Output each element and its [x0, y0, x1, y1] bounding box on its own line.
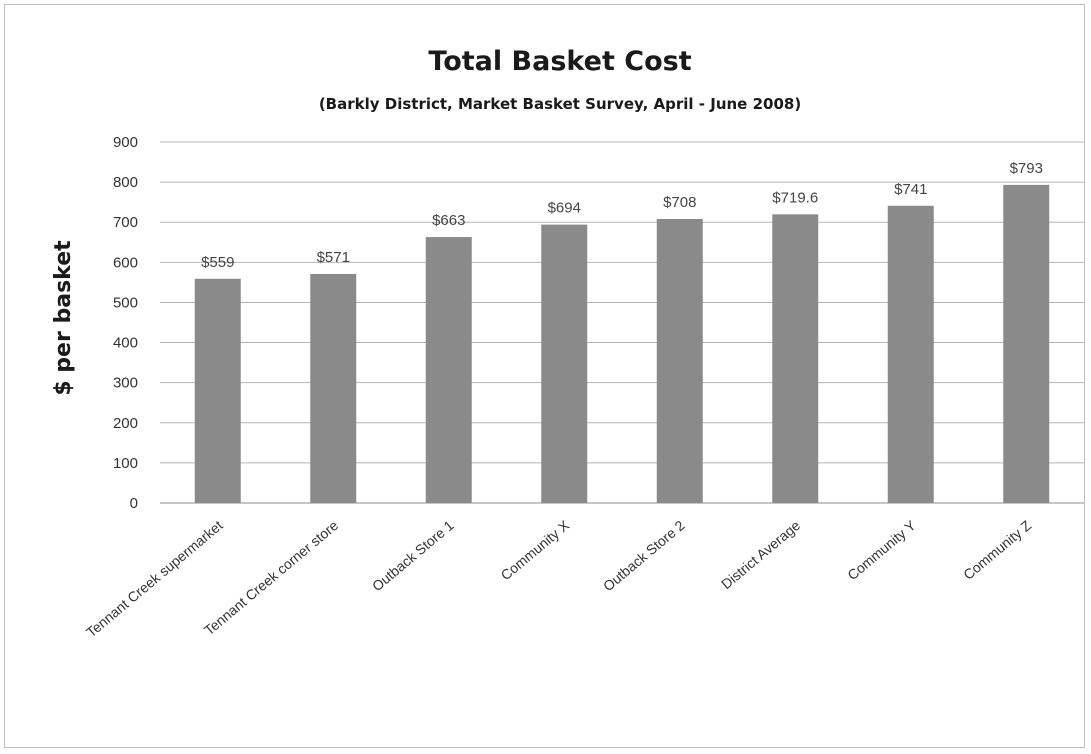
- y-tick-label: 600: [113, 254, 138, 271]
- y-tick-label: 800: [113, 174, 138, 191]
- category-label: Community Y: [844, 517, 919, 584]
- y-tick-label: 300: [113, 375, 138, 392]
- y-tick-label: 200: [113, 415, 138, 432]
- y-tick-label: 700: [113, 214, 138, 231]
- category-label: Outback Store 1: [369, 517, 457, 594]
- data-label: $559: [201, 254, 234, 271]
- category-label: Community Z: [960, 517, 1034, 583]
- data-labels: $559 $571 $663 $694 $708 $719.6 $741 $793: [201, 160, 1043, 271]
- bars: [194, 184, 1050, 503]
- y-tick-label: 0: [130, 495, 138, 512]
- data-label: $741: [894, 181, 927, 198]
- data-label: $663: [432, 212, 465, 229]
- chart-title: Total Basket Cost: [428, 46, 691, 77]
- bar: [194, 278, 241, 503]
- category-label: Outback Store 2: [600, 517, 688, 594]
- bar: [541, 224, 588, 503]
- category-label: District Average: [718, 517, 803, 592]
- category-label: Tennant Creek corner store: [201, 517, 341, 638]
- chart-subtitle: (Barkly District, Market Basket Survey, …: [319, 95, 801, 113]
- category-label: Tennant Creek supermarket: [83, 517, 226, 640]
- category-label: Community X: [498, 517, 573, 584]
- y-tick-label: 500: [113, 294, 138, 311]
- bar: [1003, 184, 1050, 503]
- y-tick-label: 400: [113, 335, 138, 352]
- bar: [772, 214, 819, 503]
- y-tick-label: 100: [113, 455, 138, 472]
- bar: [656, 219, 703, 503]
- y-axis-label: $ per basket: [51, 240, 76, 396]
- bar: [310, 273, 357, 503]
- data-label: $719.6: [772, 189, 818, 206]
- data-label: $793: [1010, 160, 1043, 177]
- data-label: $708: [663, 194, 696, 211]
- data-label: $694: [548, 200, 581, 217]
- y-axis-ticks: 0 100 200 300 400 500 600 700 800 900: [113, 134, 138, 512]
- data-label: $571: [317, 249, 350, 266]
- y-tick-label: 900: [113, 134, 138, 151]
- gridlines: [160, 141, 1084, 464]
- bar: [887, 205, 934, 503]
- bar: [425, 237, 472, 503]
